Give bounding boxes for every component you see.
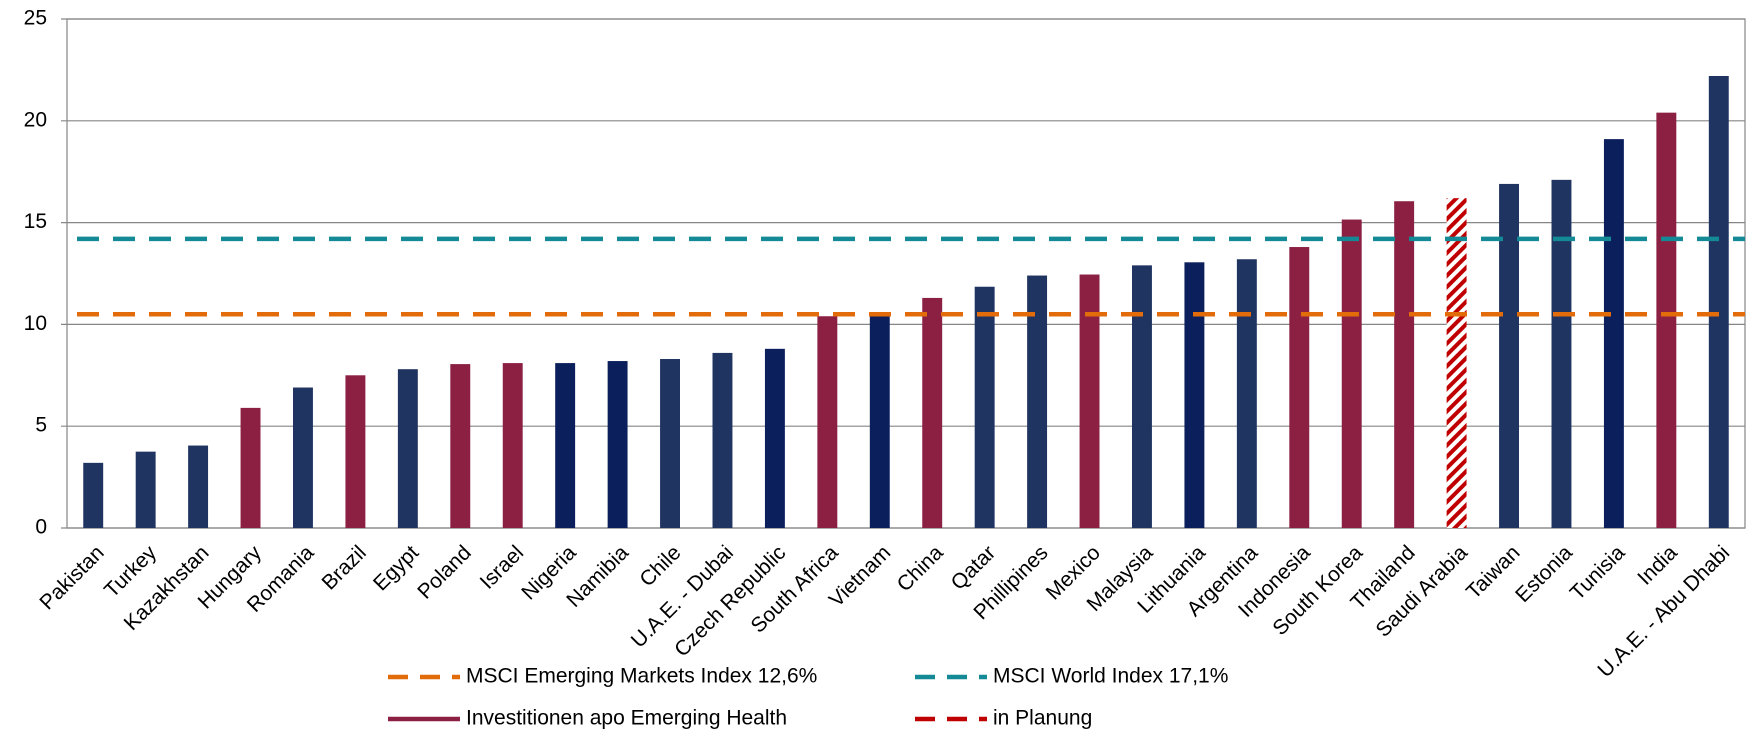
bar: [397, 369, 418, 528]
x-tick-label: Brazil: [317, 541, 370, 594]
bar: [135, 451, 156, 528]
x-tick-label: China: [893, 541, 948, 596]
bar: [83, 462, 104, 528]
bar: [1184, 262, 1205, 528]
bar: [1394, 201, 1415, 529]
bar: [1708, 76, 1729, 529]
bar: [1289, 247, 1310, 529]
y-tick-label: 5: [35, 414, 47, 437]
x-tick-label: Saudi Arabia: [1372, 541, 1473, 642]
bar: [1027, 275, 1048, 528]
bar: [974, 286, 995, 528]
bar: [450, 364, 471, 528]
bar: [764, 348, 785, 528]
x-tick-label: India: [1633, 541, 1682, 590]
bar: [555, 363, 576, 528]
y-tick-label: 20: [24, 108, 47, 131]
bar: [1446, 198, 1467, 528]
bar: [1603, 139, 1624, 528]
bar: [712, 352, 733, 528]
bar: [1499, 183, 1519, 528]
bar: [1132, 265, 1152, 528]
legend-label: MSCI Emerging Markets Index 12,6%: [466, 665, 817, 688]
x-tick-label: Poland: [413, 541, 476, 604]
bar: [922, 297, 943, 528]
bar: [1236, 259, 1257, 528]
bar: [1656, 112, 1677, 528]
bar: [345, 375, 366, 528]
bar: [502, 363, 523, 528]
bar: [240, 407, 261, 528]
bar: [1079, 274, 1100, 528]
plot-frame: [66, 18, 1746, 529]
bar: [293, 387, 313, 528]
bar: [1341, 219, 1362, 528]
x-tick-label: Estonia: [1511, 541, 1577, 607]
y-tick-label: 15: [24, 210, 47, 233]
bar: [1551, 179, 1572, 528]
bar: [607, 361, 628, 528]
bar: [660, 359, 680, 528]
legend-label: MSCI World Index 17,1%: [993, 665, 1228, 688]
bar: [817, 316, 838, 528]
x-tick-label: Tunisia: [1566, 541, 1630, 605]
legend-label: in Planung: [993, 707, 1092, 730]
bar: [869, 314, 890, 528]
y-tick-label: 25: [24, 7, 47, 30]
x-tick-label: Pakistan: [35, 541, 108, 614]
y-tick-label: 10: [24, 312, 47, 335]
y-tick-label: 0: [35, 516, 47, 539]
bar: [188, 445, 209, 528]
legend-label: Investitionen apo Emerging Health: [466, 707, 787, 730]
